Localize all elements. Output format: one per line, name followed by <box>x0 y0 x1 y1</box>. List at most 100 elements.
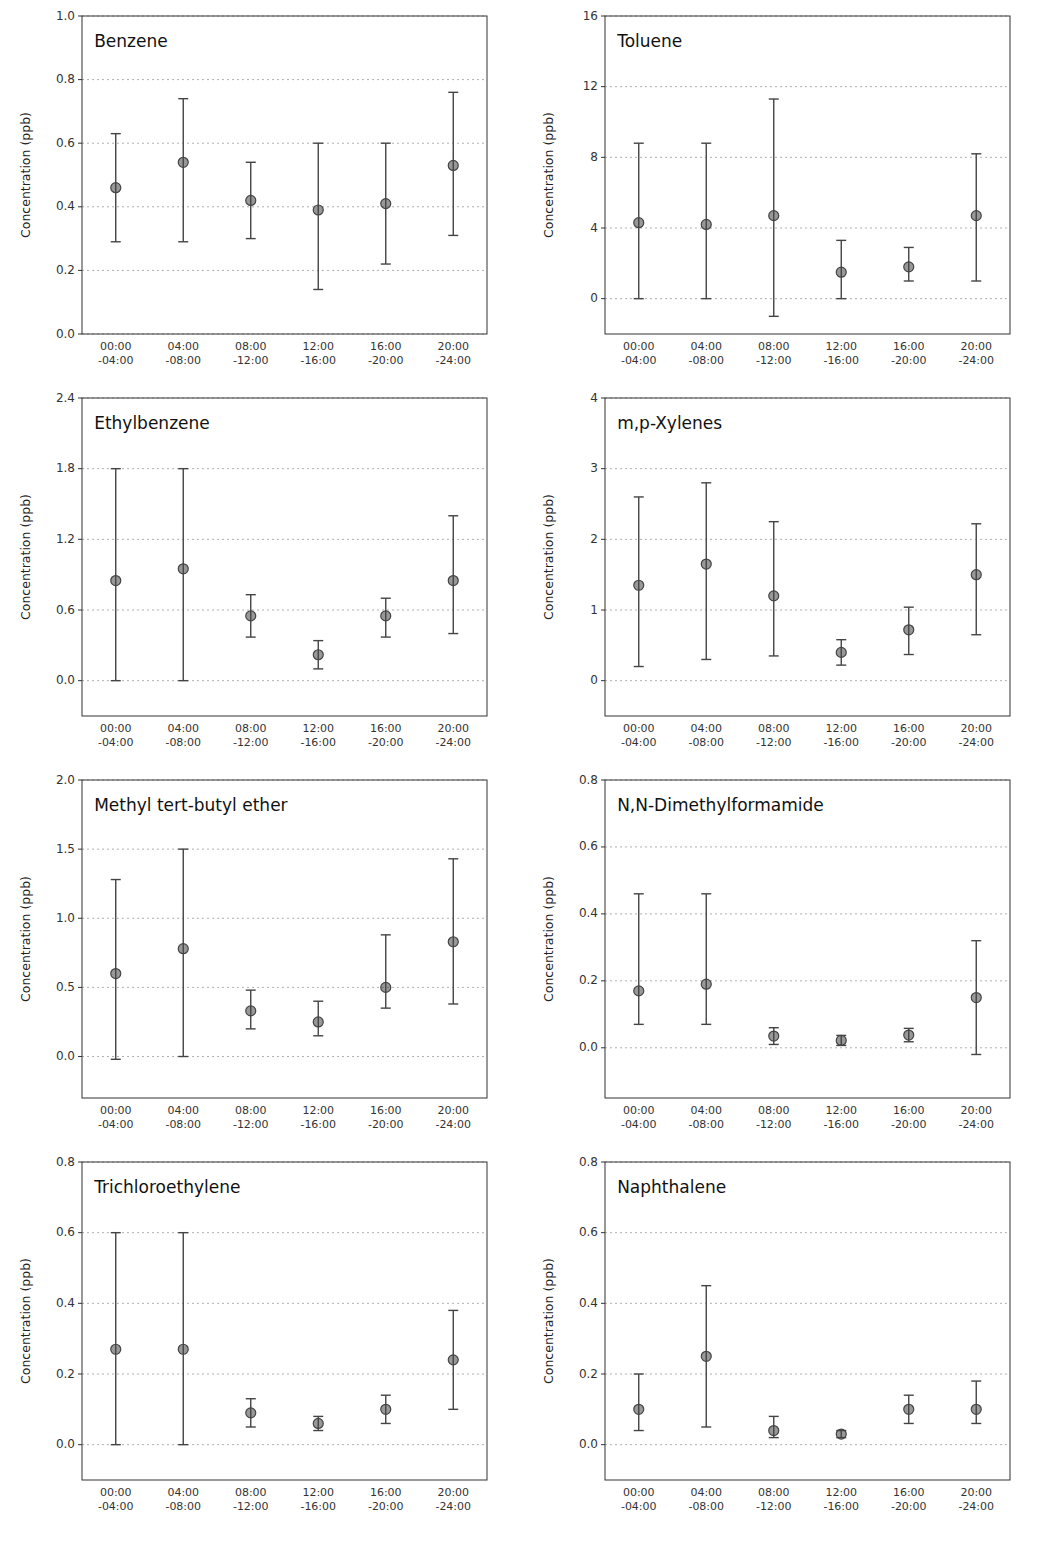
error-bar <box>111 1233 121 1445</box>
marks <box>111 469 459 681</box>
error-bar-cap <box>971 1423 981 1424</box>
point <box>701 1351 711 1361</box>
y-axis-label: Concentration (ppb) <box>541 494 556 620</box>
error-bar <box>448 1310 458 1409</box>
grid-line <box>82 610 487 611</box>
x-tick-label-line: 16:00 <box>370 722 402 735</box>
grid-line <box>605 1232 1010 1233</box>
x-tick-label-line: 20:00 <box>437 340 469 353</box>
error-bar <box>634 497 644 667</box>
point <box>634 580 644 590</box>
y-tick <box>78 1374 82 1375</box>
y-tick-label: 0.8 <box>56 1155 75 1169</box>
grid-line <box>82 849 487 850</box>
y-tick <box>601 1374 605 1375</box>
background <box>0 0 1040 1549</box>
y-tick <box>78 398 82 399</box>
x-tick-label-line: -08:00 <box>165 354 201 367</box>
error-bar-cap <box>111 241 121 242</box>
point <box>448 160 458 170</box>
y-axis-label: Concentration (ppb) <box>18 494 33 620</box>
error-bar-cap <box>904 606 914 607</box>
grid-line <box>82 1374 487 1375</box>
x-tick-label-line: 04:00 <box>167 722 199 735</box>
point <box>178 564 188 574</box>
x-tick-label-line: 04:00 <box>167 1104 199 1117</box>
x-tick-label-line: -16:00 <box>300 736 336 749</box>
error-bar <box>836 640 846 665</box>
error-bar <box>836 1035 846 1045</box>
panel: 0.00.20.40.60.81.000:00-04:0004:00-08:00… <box>18 9 487 368</box>
error-bar <box>111 880 121 1060</box>
error-bar-cap <box>381 263 391 264</box>
error-bar <box>904 247 914 281</box>
error-bar-stem <box>385 935 386 1008</box>
y-tick-label: 0.5 <box>56 980 75 994</box>
error-bar-cap <box>313 668 323 669</box>
x-tick-label-line: 00:00 <box>623 340 655 353</box>
x-tick-label-line: 04:00 <box>690 340 722 353</box>
x-tick-label: 12:00-16:00 <box>823 1486 859 1513</box>
y-tick <box>78 1056 82 1057</box>
error-bar-cap <box>634 496 644 497</box>
x-tick-label: 00:00-04:00 <box>98 1104 134 1131</box>
error-bar <box>313 1416 323 1430</box>
grid-line <box>605 913 1010 914</box>
x-tick-label: 16:00-20:00 <box>368 722 404 749</box>
x-tick-label-line: 16:00 <box>370 1104 402 1117</box>
x-tick-label: 16:00-20:00 <box>368 340 404 367</box>
x-tick-label-line: -08:00 <box>688 736 724 749</box>
x-tick-label-line: 08:00 <box>235 340 267 353</box>
point <box>836 1035 846 1045</box>
error-bar-cap <box>313 1430 323 1431</box>
y-tick-label: 0.6 <box>579 1225 598 1239</box>
plot-area <box>605 1162 1010 1480</box>
x-tick-label: 12:00-16:00 <box>300 340 336 367</box>
x-tick-label-line: -04:00 <box>621 736 657 749</box>
x-tick-label-line: -20:00 <box>368 354 404 367</box>
x-tick-label-line: -12:00 <box>756 1500 792 1513</box>
y-tick-label: 0.6 <box>56 1225 75 1239</box>
y-tick-label: 8 <box>590 150 598 164</box>
x-tick-label: 16:00-20:00 <box>891 722 927 749</box>
marks <box>111 1233 459 1445</box>
x-tick-label: 00:00-04:00 <box>98 722 134 749</box>
y-tick <box>601 539 605 540</box>
error-bar-cap <box>904 1394 914 1395</box>
x-tick-label-line: 20:00 <box>960 340 992 353</box>
error-bar-cap <box>634 893 644 894</box>
x-tick-label-line: -24:00 <box>435 1118 471 1131</box>
y-tick-label: 0.2 <box>56 263 75 277</box>
x-tick-label: 20:00-24:00 <box>958 722 994 749</box>
y-tick <box>78 1232 82 1233</box>
error-bar-stem <box>773 522 774 656</box>
x-tick-label-line: -04:00 <box>98 1500 134 1513</box>
x-tick-label: 04:00-08:00 <box>688 1486 724 1513</box>
x-tick-label-line: 20:00 <box>960 1104 992 1117</box>
error-bar <box>178 849 188 1056</box>
marks <box>634 1286 982 1439</box>
error-bar <box>769 522 779 656</box>
error-bar <box>971 524 981 635</box>
x-tick-label-line: -16:00 <box>823 736 859 749</box>
grid-line <box>605 610 1010 611</box>
grid-line <box>82 1056 487 1057</box>
x-tick-label: 04:00-08:00 <box>165 722 201 749</box>
error-bar-cap <box>971 523 981 524</box>
panel: 0.00.20.40.60.800:00-04:0004:00-08:0008:… <box>541 1155 1010 1514</box>
error-bar-cap <box>701 1426 711 1427</box>
panel: 0.00.61.21.82.400:00-04:0004:00-08:0008:… <box>18 391 487 750</box>
error-bar-cap <box>246 989 256 990</box>
error-bar <box>701 1286 711 1427</box>
y-tick <box>601 1303 605 1304</box>
x-tick-label-line: -24:00 <box>958 736 994 749</box>
y-tick-label: 3 <box>590 461 598 475</box>
error-bar <box>836 240 846 298</box>
grid-line <box>605 1444 1010 1445</box>
marks <box>111 849 459 1059</box>
error-bar-cap <box>701 1024 711 1025</box>
error-bar-cap <box>111 1232 121 1233</box>
x-tick-label-line: 12:00 <box>302 340 334 353</box>
point <box>448 1355 458 1365</box>
error-bar-cap <box>111 680 121 681</box>
